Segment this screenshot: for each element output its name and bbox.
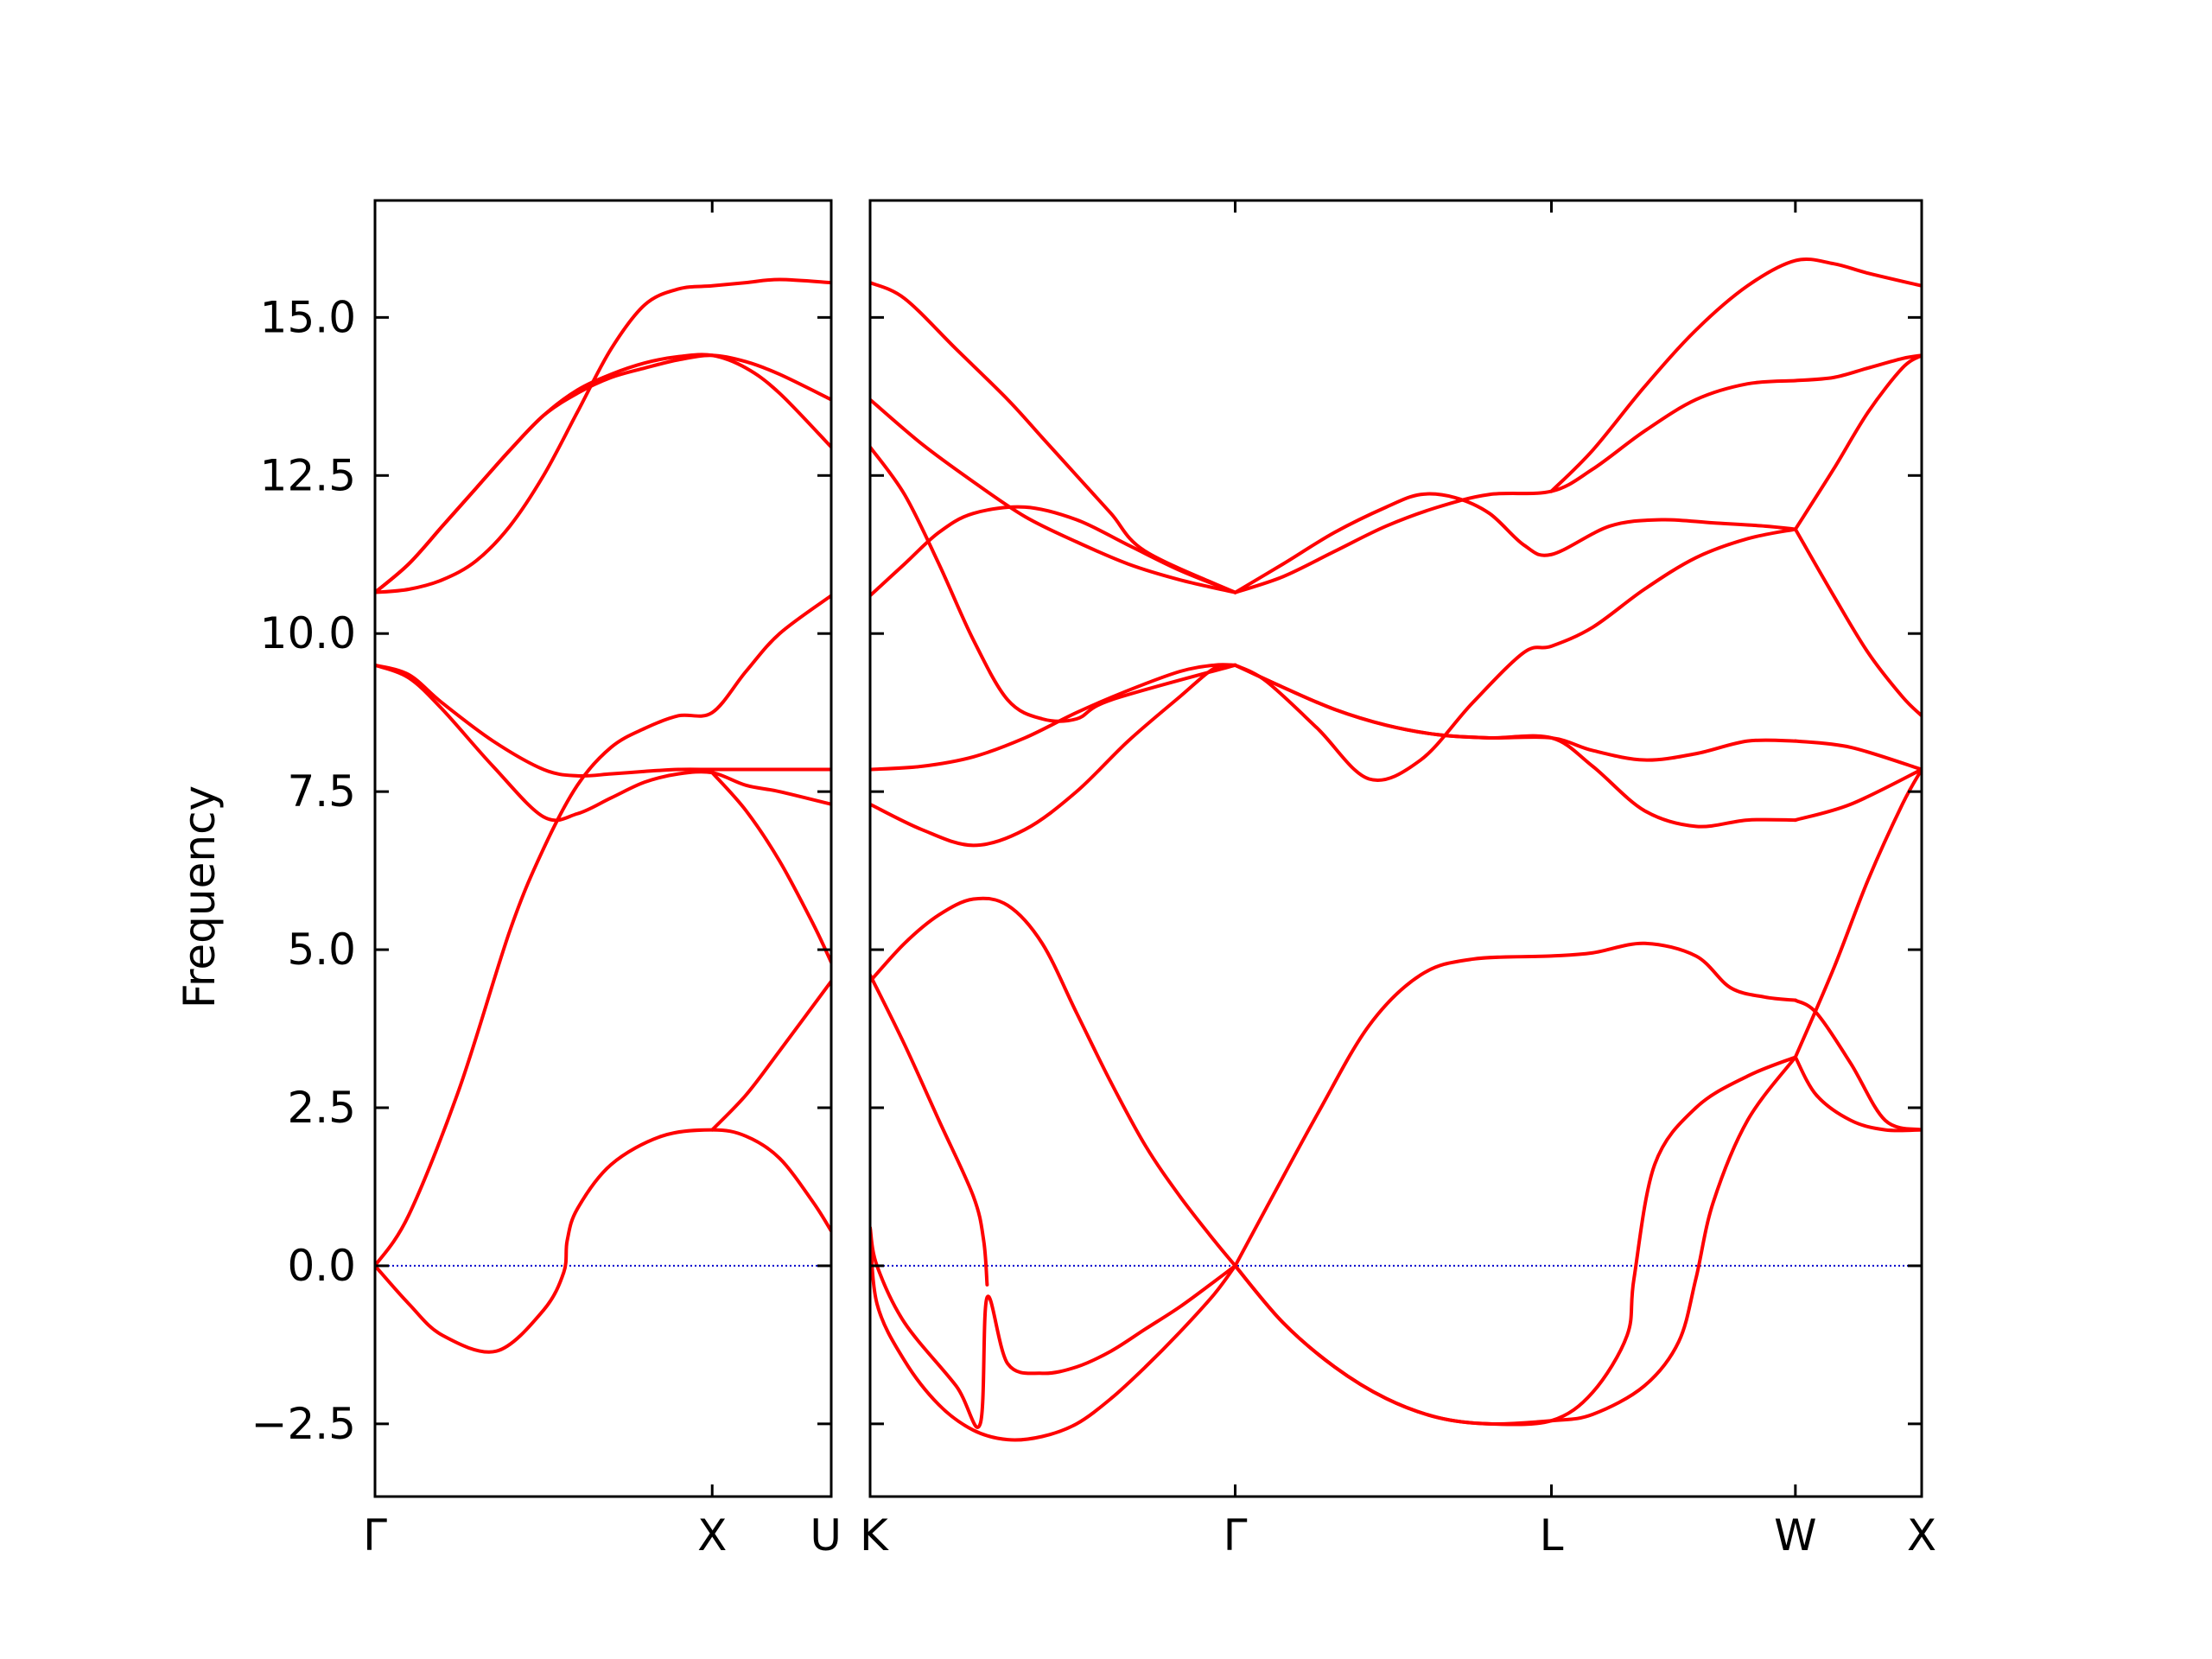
y-tick-label: 15.0 — [260, 292, 356, 342]
x-tick-label-Γ: Γ — [363, 1510, 387, 1560]
band-line — [1793, 353, 1922, 383]
band-line — [375, 594, 831, 1268]
band-line — [375, 663, 831, 779]
band-line — [870, 1226, 1237, 1442]
y-axis-label: Frequency — [175, 785, 225, 1008]
band-line — [870, 973, 989, 1287]
band-line — [710, 979, 831, 1132]
panel-frame — [868, 199, 1923, 1498]
band-line — [1549, 257, 1922, 493]
band-line — [375, 1128, 831, 1354]
band-line — [375, 277, 831, 594]
y-tick-label: −2.5 — [251, 1399, 356, 1449]
y-tick-label: 0.0 — [287, 1241, 356, 1291]
band-line — [1233, 663, 1797, 829]
y-tick-label: 5.0 — [287, 925, 356, 975]
y-axis-ticks: −2.5 0.0 2.5 5.0 7.5 10.0 12.5 15.0 — [251, 292, 356, 1448]
band-line — [1793, 739, 1922, 772]
band-line — [1233, 527, 1797, 782]
band-line — [870, 1226, 1237, 1429]
band-line — [870, 663, 1237, 772]
x-tick-label-U: U — [810, 1510, 842, 1560]
y-tick-label: 10.0 — [260, 608, 356, 658]
x-tick-label-L: L — [1540, 1510, 1564, 1560]
band-line — [1233, 1055, 1797, 1426]
y-tick-label: 12.5 — [260, 450, 356, 500]
band-line — [375, 353, 831, 594]
band-line — [1793, 1055, 1922, 1133]
band-line — [1233, 492, 1797, 594]
x-tick-label-X: X — [1907, 1510, 1936, 1560]
x-tick-label-K: K — [860, 1510, 889, 1560]
band-line — [870, 445, 1237, 723]
x-tick-label-Γ: Γ — [1224, 1510, 1248, 1560]
band-line — [1793, 353, 1922, 531]
band-line — [375, 353, 831, 594]
band-line — [375, 663, 831, 823]
bands — [870, 257, 1922, 1442]
band-line — [1793, 527, 1922, 718]
band-line — [710, 771, 831, 964]
band-line — [870, 281, 1237, 594]
band-line — [1233, 663, 1797, 762]
y-tick-label: 7.5 — [287, 766, 356, 817]
band-line — [1793, 767, 1922, 1059]
band-line — [870, 397, 1237, 594]
band-line — [870, 663, 1237, 848]
x-tick-label-X: X — [697, 1510, 727, 1560]
band-line — [1793, 767, 1922, 823]
y-tick-label: 2.5 — [287, 1083, 356, 1133]
bands — [375, 277, 831, 1354]
band-line — [1233, 378, 1797, 594]
band-line — [870, 896, 1237, 1268]
band-line — [870, 505, 1237, 598]
band-line — [1233, 941, 1797, 1268]
band-line — [1793, 998, 1922, 1132]
panel-frame — [373, 199, 833, 1498]
x-tick-label-W: W — [1774, 1510, 1816, 1560]
